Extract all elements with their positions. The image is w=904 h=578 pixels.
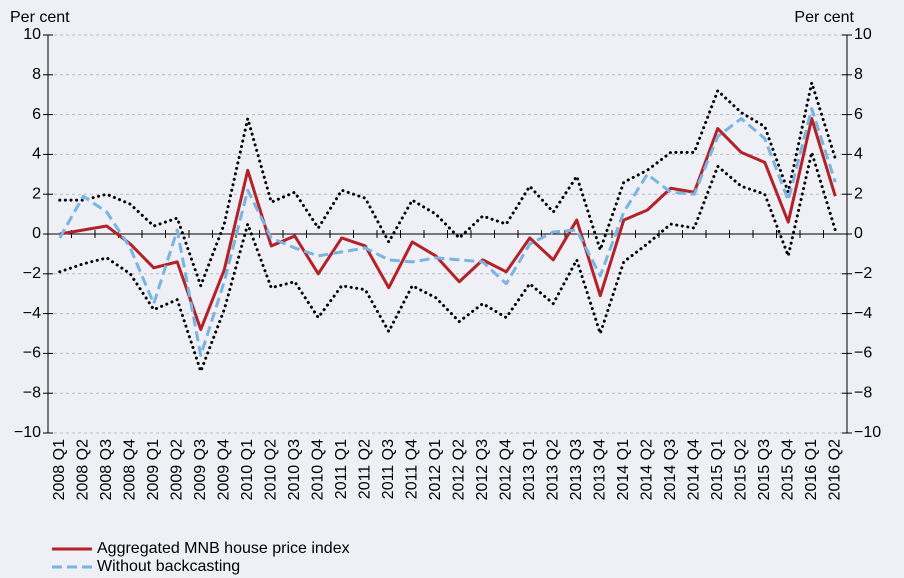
x-tick-label: 2010 Q4 <box>309 439 326 500</box>
x-tick-label: 2012 Q3 <box>474 439 491 500</box>
series-line <box>58 150 837 373</box>
x-tick-label: 2015 Q1 <box>709 439 726 500</box>
y2-tick-label: −4 <box>854 305 872 322</box>
y2-axis-label: Per cent <box>794 9 854 26</box>
x-tick-label: 2009 Q1 <box>145 439 162 500</box>
y2-tick-label: 4 <box>854 146 863 163</box>
x-tick-label: 2011 Q4 <box>403 439 420 499</box>
y-tick-label: 8 <box>32 66 41 83</box>
y-tick-label: −2 <box>23 265 41 282</box>
x-tick-label: 2011 Q2 <box>356 439 373 499</box>
series-line <box>59 117 837 332</box>
x-tick-label: 2013 Q1 <box>521 439 538 500</box>
y-axis-label: Per cent <box>10 9 70 26</box>
y-tick-label: 6 <box>32 106 41 123</box>
x-tick-label: 2011 Q1 <box>333 439 350 499</box>
y2-tick-label: 2 <box>854 185 863 202</box>
y-tick-label: 0 <box>32 225 41 242</box>
x-tick-label: 2009 Q4 <box>215 439 232 500</box>
x-tick-label: 2015 Q3 <box>756 439 773 500</box>
x-tick-label: 2014 Q2 <box>638 439 655 500</box>
y2-tick-label: 10 <box>854 26 872 43</box>
y-tick-label: 10 <box>23 26 41 43</box>
y-tick-label: 4 <box>32 146 41 163</box>
y-tick-label: −6 <box>23 345 41 362</box>
series-line <box>58 81 837 288</box>
x-tick-label: 2014 Q4 <box>685 439 702 500</box>
x-tick-label: 2014 Q3 <box>662 439 679 500</box>
legend-label: Without backcasting <box>97 558 240 575</box>
legend-label: Aggregated MNB house price index <box>97 540 350 557</box>
y2-tick-label: −2 <box>854 265 872 282</box>
x-tick-label: 2011 Q3 <box>380 439 397 499</box>
x-tick-label: 2008 Q3 <box>98 439 115 500</box>
series-line <box>58 107 837 357</box>
y2-tick-label: 0 <box>854 225 863 242</box>
y-tick-label: −8 <box>23 384 41 401</box>
x-tick-label: 2013 Q2 <box>544 439 561 500</box>
x-tick-label: 2009 Q2 <box>168 439 185 500</box>
y2-tick-label: −6 <box>854 345 872 362</box>
y2-tick-label: −8 <box>854 384 872 401</box>
x-tick-label: 2012 Q1 <box>427 439 444 500</box>
x-tick-label: 2016 Q1 <box>803 439 820 500</box>
x-tick-label: 2013 Q3 <box>568 439 585 500</box>
x-tick-label: 2008 Q1 <box>51 439 68 500</box>
x-tick-label: 2012 Q2 <box>450 439 467 500</box>
y2-tick-label: −10 <box>854 424 881 441</box>
y-tick-label: −4 <box>23 305 41 322</box>
y-tick-label: 2 <box>32 185 41 202</box>
x-tick-label: 2008 Q4 <box>121 439 138 500</box>
x-tick-label: 2016 Q2 <box>826 439 843 500</box>
y2-tick-label: 8 <box>854 66 863 83</box>
y2-tick-label: 6 <box>854 106 863 123</box>
x-tick-label: 2015 Q4 <box>779 439 796 500</box>
x-tick-label: 2010 Q2 <box>262 439 279 500</box>
y-tick-label: −10 <box>14 424 41 441</box>
x-tick-label: 2010 Q3 <box>286 439 303 500</box>
x-tick-label: 2015 Q2 <box>732 439 749 500</box>
x-tick-label: 2009 Q3 <box>192 439 209 500</box>
x-tick-label: 2013 Q4 <box>591 439 608 500</box>
x-tick-label: 2014 Q1 <box>615 439 632 500</box>
x-tick-label: 2010 Q1 <box>239 439 256 500</box>
x-tick-label: 2008 Q2 <box>74 439 91 500</box>
x-tick-label: 2012 Q4 <box>497 439 514 500</box>
